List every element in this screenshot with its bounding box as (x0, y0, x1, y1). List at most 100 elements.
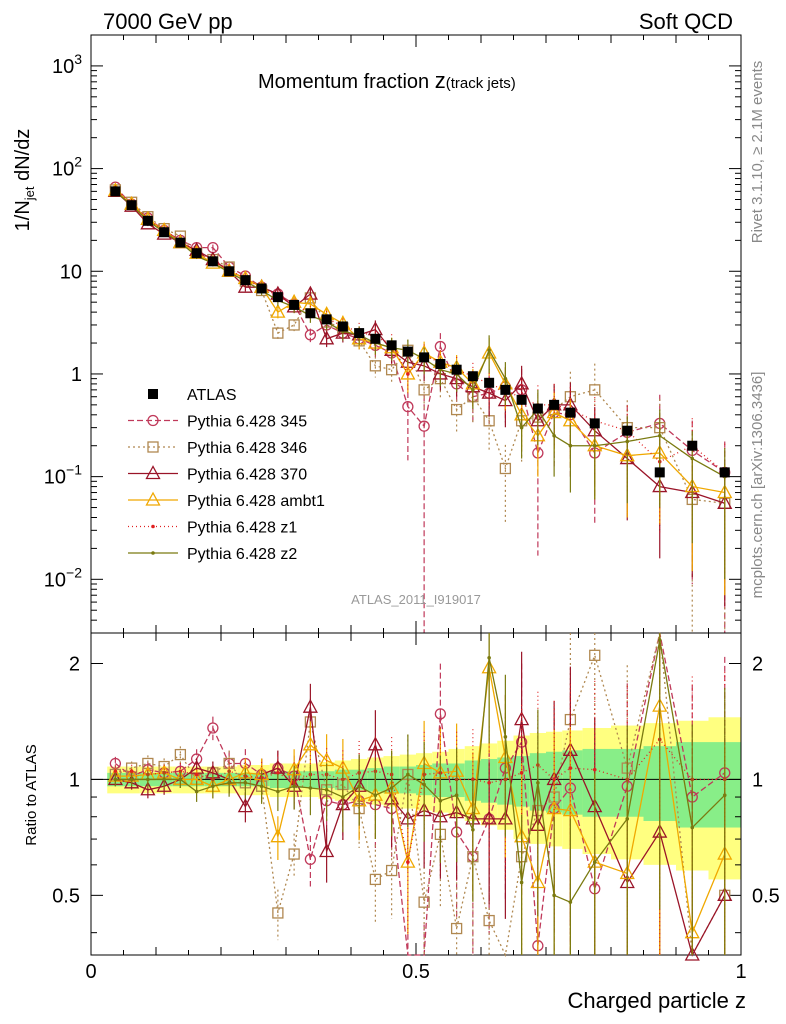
y-tick-base: 10 (52, 56, 74, 78)
atlas-point (435, 358, 446, 369)
atlas-point (159, 227, 170, 238)
atlas-point (289, 299, 300, 310)
data-point (592, 443, 597, 448)
ratio-data-point (552, 893, 556, 898)
ratio-data-point (341, 795, 345, 799)
data-point (690, 456, 695, 461)
ratio-data-point (194, 772, 199, 777)
series-line (114, 189, 725, 504)
ratio-data-point (319, 843, 335, 858)
legend-label: Pythia 6.428 346 (187, 440, 307, 457)
ratio-data-point (406, 860, 410, 864)
ratio-y-tick-label: 1 (69, 769, 80, 791)
ratio-data-point (418, 896, 430, 908)
plot-title-sub: (track jets) (446, 75, 516, 92)
ratio-data-point (324, 787, 329, 792)
legend-label: ATLAS (187, 387, 237, 404)
mcplots-label: mcplots.cern.ch [arXiv:1306.3436] (749, 372, 766, 599)
data-point (499, 462, 512, 475)
atlas-point (256, 283, 267, 294)
ratio-data-point (438, 798, 443, 803)
plot-title-main: Momentum fraction (258, 71, 435, 93)
atlas-point (687, 440, 698, 451)
data-point (418, 420, 430, 432)
series-line (114, 188, 726, 473)
atlas-point (354, 328, 365, 339)
atlas-point (207, 256, 218, 267)
ratio-series-line (115, 632, 726, 958)
ratio-data-point (162, 777, 166, 782)
y-tick-exp: −2 (66, 564, 82, 580)
ratio-y-axis-label: Ratio to ATLAS (23, 744, 40, 845)
ratio-data-point (243, 780, 248, 785)
ratio-data-point (207, 722, 219, 734)
atlas-point (272, 292, 283, 303)
data-point (503, 376, 508, 381)
ratio-data-point (514, 711, 530, 726)
atlas-point (110, 186, 121, 197)
atlas-point (516, 394, 527, 405)
main-frame (90, 34, 742, 634)
ratio-data-point (471, 827, 475, 832)
ratio-data-point (308, 786, 313, 790)
series-line (114, 190, 725, 504)
atlas-point (240, 275, 251, 286)
ratio-series-line (115, 640, 726, 903)
ratio-data-point (483, 914, 495, 927)
ratio-y-tick-label-right: 0.5 (752, 885, 780, 907)
atlas-point (484, 377, 495, 388)
ratio-series-line (114, 632, 726, 956)
ratio-y-tick-label-right: 2 (752, 653, 763, 675)
y-axis-label-tail: dN/dz (12, 129, 34, 187)
ratio-series-line (115, 707, 726, 957)
data-point (657, 433, 662, 438)
ratio-data-point (272, 907, 284, 919)
x-tick-label: 0.5 (402, 961, 430, 983)
ratio-data-point (568, 900, 573, 904)
atlas-point (305, 308, 316, 319)
ratio-data-point (657, 638, 662, 642)
ratio-data-point (454, 793, 459, 797)
legend-marker (147, 414, 159, 427)
ratio-data-point (400, 853, 416, 868)
ratio-data-point (129, 777, 134, 782)
series-atlas (110, 186, 730, 478)
x-tick-label: 0 (85, 961, 96, 983)
legend: ATLAS Pythia 6.428 345 Pythia 6.428 346 Pyt… (128, 387, 325, 563)
y-tick-base: 1 (71, 364, 82, 386)
ratio-data-point (113, 777, 118, 782)
atlas-point (622, 425, 633, 436)
plot-title: Momentum fraction z(track jets) (258, 68, 516, 93)
data-point (288, 319, 300, 331)
rivet-label: Rivet 3.1.10, ≥ 2.1M events (749, 61, 766, 244)
header-energy: 7000 GeV pp (103, 9, 233, 34)
atlas-point (142, 215, 153, 226)
y-tick-base: 10 (44, 569, 66, 591)
ratio-data-point (140, 781, 156, 796)
ratio-data-point (357, 784, 361, 789)
atlas-point (191, 248, 202, 259)
ratio-data-point (367, 736, 383, 751)
y-tick-label: 1 (71, 364, 82, 386)
ratio-data-point (194, 789, 199, 794)
atlas-point (370, 333, 381, 344)
ratio-data-point (562, 802, 578, 817)
ratio-data-point (385, 864, 398, 877)
band-stat (582, 748, 611, 817)
header-category: Soft QCD (639, 9, 733, 34)
atlas-point (467, 371, 478, 382)
data-point (519, 425, 524, 430)
ratio-data-point (373, 793, 378, 797)
ratio-data-point (237, 798, 253, 813)
ratio-data-point (481, 810, 497, 825)
atlas-point (321, 314, 332, 325)
analysis-tag: ATLAS_2011_I919017 (351, 592, 481, 607)
series-line (114, 186, 726, 473)
ratio-data-point (406, 772, 410, 777)
ratio-data-point (292, 784, 296, 789)
ratio-data-point (450, 922, 463, 935)
data-point (552, 433, 556, 438)
atlas-point (419, 352, 430, 363)
ratio-data-point (146, 777, 150, 782)
